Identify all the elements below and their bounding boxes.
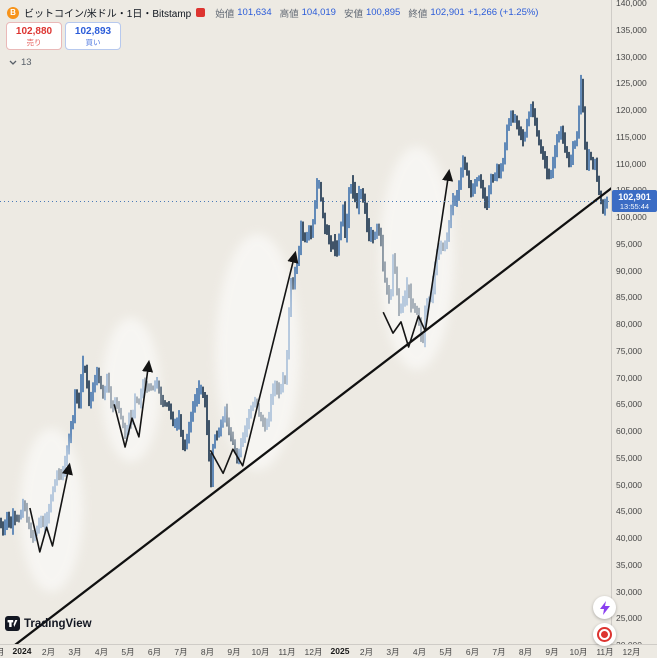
price-axis-label: 115,000: [616, 131, 647, 142]
time-axis-year-label: 2024: [12, 646, 32, 656]
time-axis-year-label: 2025: [330, 646, 350, 656]
spread-indicator[interactable]: 13: [9, 57, 32, 68]
record-button[interactable]: [593, 623, 616, 646]
price-axis-label: 30,000: [616, 586, 642, 597]
price-axis-label: 105,000: [616, 185, 647, 195]
time-axis-month-label: 2月: [41, 647, 56, 657]
sell-price: 102,880: [15, 25, 53, 37]
time-axis-month-label: 12月: [304, 647, 323, 657]
price-axis-label: 120,000: [616, 105, 647, 115]
symbol-legend: B ビットコイン/米ドル・1日・Bitstamp 始値 101,634 高値 1…: [7, 5, 538, 20]
time-axis-month-label: 5月: [121, 647, 135, 657]
time-axis-month-label: 3月: [68, 647, 82, 657]
price-axis-label: 65,000: [616, 399, 642, 410]
price-axis-label: 55,000: [616, 452, 642, 463]
time-axis-month-label: 11月: [596, 647, 614, 657]
buy-price: 102,893: [74, 25, 112, 37]
open-label: 始値: [215, 8, 235, 20]
price-axis-label: 75,000: [616, 345, 642, 356]
time-axis-month-label: 6月: [147, 647, 162, 657]
price-axis[interactable]: 140,000 135,000 130,000 125,000 120,000 115,0…: [611, 0, 657, 650]
time-axis-month-label: 4月: [412, 647, 427, 657]
time-axis-month-label: 2月: [359, 647, 374, 657]
sell-label: 売り: [26, 37, 42, 47]
time-axis-month-label: 3月: [386, 647, 400, 657]
time-axis-month-label: 11月: [278, 647, 296, 657]
time-axis-month-label: 9月: [545, 647, 559, 657]
price-axis-label: 85,000: [616, 292, 642, 303]
price-axis-label: 125,000: [616, 78, 647, 89]
close-label: 終値: [408, 8, 428, 20]
price-axis-label: 60,000: [616, 426, 642, 436]
price-axis-label: 45,000: [616, 506, 642, 517]
time-axis-month-label: 9月: [227, 647, 241, 657]
tradingview-logo[interactable]: TradingView: [5, 616, 92, 631]
current-price-value: 102,901: [618, 192, 651, 203]
time-axis-month-label: 12月: [0, 647, 5, 657]
price-axis-label: 95,000: [616, 238, 642, 249]
high-label: 高値: [279, 8, 299, 20]
tradingview-logo-icon: [5, 616, 20, 631]
price-axis-label: 140,000: [616, 0, 647, 8]
price-axis-label: 130,000: [616, 51, 647, 62]
price-axis-label: 100,000: [616, 212, 647, 222]
price-axis-label: 35,000: [616, 559, 642, 570]
time-axis-month-label: 8月: [518, 647, 533, 657]
symbol-title[interactable]: ビットコイン/米ドル・1日・Bitstamp: [24, 9, 192, 20]
change-value: +1,266 (+1.25%): [467, 7, 539, 18]
market-status-icon: [196, 8, 206, 17]
current-price-badge[interactable]: 102,901 13:55:44: [612, 190, 657, 213]
time-axis-month-label: 6月: [465, 647, 480, 657]
price-axis-label: 25,000: [616, 613, 642, 624]
time-axis-month-label: 10月: [251, 647, 270, 657]
price-axis-label: 80,000: [616, 319, 642, 329]
time-axis[interactable]: 12月 2024 2月 3月 4月 5月 6月 7月 8月 9月 10月 11月 12月 2025 2月 3月…: [0, 644, 657, 657]
boost-button[interactable]: [593, 596, 616, 619]
lightning-icon: [599, 600, 610, 615]
time-axis-month-label: 7月: [174, 647, 188, 657]
close-value: 102,901: [430, 7, 465, 18]
price-axis-label: 135,000: [616, 24, 647, 35]
open-value: 101,634: [237, 7, 272, 18]
bitcoin-icon: B: [7, 6, 19, 19]
time-axis-month-label: 5月: [439, 647, 453, 657]
bar-countdown: 13:55:44: [619, 202, 650, 212]
low-label: 安値: [343, 8, 363, 20]
price-axis-label: 70,000: [616, 372, 642, 383]
price-axis-label: 40,000: [616, 533, 642, 543]
high-value: 104,019: [301, 7, 336, 18]
price-axis-label: 50,000: [616, 479, 642, 490]
tradingview-logo-text: TradingView: [24, 617, 92, 630]
chevron-down-icon: [9, 60, 17, 65]
time-axis-month-label: 7月: [492, 647, 506, 657]
price-axis-label: 90,000: [616, 265, 642, 276]
record-icon: [597, 627, 612, 642]
time-axis-month-label: 4月: [94, 647, 109, 657]
time-axis-month-label: 8月: [200, 647, 215, 657]
spread-value: 13: [21, 57, 32, 68]
sell-button[interactable]: 102,880 売り: [6, 22, 62, 50]
time-axis-month-label: 12月: [622, 647, 641, 657]
buy-button[interactable]: 102,893 買い: [65, 22, 121, 50]
low-value: 100,895: [365, 7, 401, 18]
price-axis-label: 110,000: [616, 158, 647, 169]
trade-panel: 102,880 売り 102,893 買い: [6, 22, 121, 50]
time-axis-month-label: 10月: [569, 647, 588, 657]
buy-label: 買い: [85, 37, 101, 47]
ohlc-row: 始値 101,634 高値 104,019 安値 100,895 終値 102,…: [210, 6, 538, 20]
